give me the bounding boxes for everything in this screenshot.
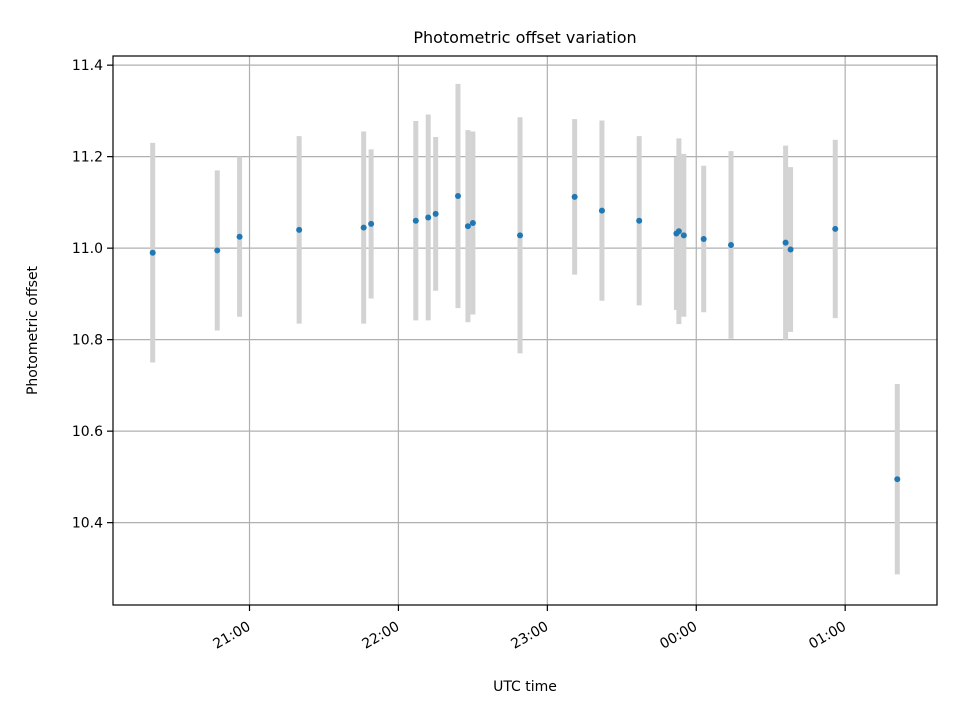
data-point bbox=[832, 225, 839, 232]
data-point bbox=[469, 219, 476, 226]
y-tick-label: 10.4 bbox=[72, 516, 103, 532]
data-point bbox=[454, 192, 461, 199]
data-point bbox=[425, 214, 432, 221]
data-point bbox=[728, 241, 734, 248]
y-tick-label: 11.0 bbox=[72, 241, 103, 257]
data-point bbox=[464, 223, 471, 230]
plot-frame bbox=[112, 55, 938, 606]
data-point bbox=[675, 228, 682, 235]
x-tick-label: 00:00 bbox=[657, 619, 700, 653]
data-point bbox=[517, 232, 524, 239]
data-point bbox=[787, 246, 794, 253]
error-bars bbox=[150, 83, 900, 575]
y-tick-label: 11.4 bbox=[72, 58, 103, 74]
data-point bbox=[636, 217, 643, 224]
y-tick-label: 11.2 bbox=[72, 150, 103, 166]
data-point bbox=[782, 239, 789, 246]
x-axis-label: UTC time bbox=[493, 679, 557, 695]
data-point bbox=[368, 220, 375, 227]
data-point bbox=[296, 226, 303, 233]
data-point bbox=[571, 193, 578, 200]
data-point bbox=[680, 232, 687, 239]
y-tick-label: 10.8 bbox=[72, 333, 103, 349]
y-axis-ticks: 10.4 10.6 10.8 11.0 11.2 11.4 bbox=[72, 58, 113, 532]
grid bbox=[113, 56, 937, 605]
y-axis-label: Photometric offset bbox=[25, 265, 41, 395]
data-point bbox=[236, 233, 243, 240]
chart-title: Photometric offset variation bbox=[413, 28, 636, 47]
data-point bbox=[214, 247, 221, 254]
data-points bbox=[149, 192, 901, 483]
data-point bbox=[149, 249, 156, 256]
x-tick-label: 23:00 bbox=[508, 619, 551, 653]
y-tick-label: 10.6 bbox=[72, 424, 103, 440]
x-tick-label: 21:00 bbox=[211, 619, 254, 653]
x-axis-ticks: 21:00 22:00 23:00 00:00 01:00 bbox=[211, 605, 849, 653]
x-tick-label: 01:00 bbox=[806, 619, 849, 653]
data-point bbox=[360, 224, 367, 231]
data-point bbox=[700, 236, 707, 242]
x-tick-label: 22:00 bbox=[359, 619, 402, 653]
data-point bbox=[894, 476, 901, 483]
data-point bbox=[598, 207, 605, 214]
data-point bbox=[432, 210, 439, 217]
data-point bbox=[412, 217, 419, 224]
